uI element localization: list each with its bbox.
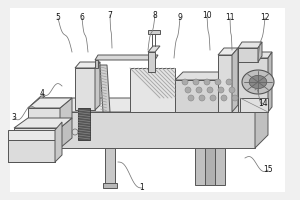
Circle shape [188, 95, 194, 101]
Polygon shape [249, 75, 267, 89]
Polygon shape [60, 98, 72, 128]
Circle shape [232, 95, 238, 101]
Text: 12: 12 [260, 14, 270, 22]
Polygon shape [242, 70, 274, 94]
Circle shape [199, 95, 205, 101]
Polygon shape [75, 62, 100, 68]
Text: 15: 15 [263, 166, 273, 174]
Polygon shape [215, 148, 225, 185]
Polygon shape [148, 52, 155, 72]
Polygon shape [175, 80, 240, 112]
Polygon shape [268, 52, 272, 112]
Text: 4: 4 [40, 88, 44, 98]
Polygon shape [32, 112, 255, 148]
Polygon shape [28, 96, 45, 108]
Text: 1: 1 [140, 184, 144, 192]
Polygon shape [8, 130, 55, 140]
Polygon shape [100, 65, 110, 112]
Polygon shape [32, 98, 268, 112]
Polygon shape [103, 183, 117, 188]
Circle shape [196, 87, 202, 93]
Circle shape [215, 79, 221, 85]
Circle shape [193, 79, 199, 85]
Polygon shape [14, 118, 72, 128]
Text: 7: 7 [108, 10, 112, 20]
Polygon shape [78, 108, 90, 140]
Text: 10: 10 [202, 10, 212, 20]
Polygon shape [75, 68, 95, 110]
Polygon shape [28, 98, 72, 108]
Polygon shape [148, 46, 160, 52]
Polygon shape [195, 148, 205, 185]
Polygon shape [238, 48, 258, 62]
Circle shape [221, 95, 227, 101]
Polygon shape [175, 72, 248, 80]
Polygon shape [258, 42, 262, 62]
Polygon shape [238, 52, 272, 58]
Text: 3: 3 [12, 114, 16, 122]
Polygon shape [218, 55, 232, 112]
Polygon shape [14, 128, 60, 148]
Polygon shape [55, 122, 62, 162]
Text: 9: 9 [178, 14, 182, 22]
Polygon shape [232, 48, 238, 112]
Circle shape [210, 95, 216, 101]
Polygon shape [130, 68, 175, 112]
Circle shape [226, 79, 232, 85]
Circle shape [218, 87, 224, 93]
Polygon shape [95, 55, 158, 60]
Text: 5: 5 [56, 14, 60, 22]
Text: 14: 14 [258, 98, 268, 108]
Polygon shape [255, 98, 268, 148]
Circle shape [185, 87, 191, 93]
Circle shape [207, 87, 213, 93]
Polygon shape [95, 62, 100, 110]
Polygon shape [218, 48, 238, 55]
Polygon shape [60, 118, 72, 148]
Polygon shape [205, 148, 215, 185]
Circle shape [182, 79, 188, 85]
Polygon shape [105, 148, 115, 185]
Polygon shape [8, 140, 55, 162]
Polygon shape [10, 8, 285, 192]
Text: 8: 8 [153, 10, 158, 20]
Text: 11: 11 [225, 14, 235, 22]
Polygon shape [240, 72, 248, 112]
Polygon shape [240, 98, 268, 112]
Polygon shape [238, 58, 268, 112]
Polygon shape [28, 108, 60, 128]
Polygon shape [95, 60, 98, 68]
Text: 6: 6 [80, 14, 84, 22]
Circle shape [204, 79, 210, 85]
Polygon shape [148, 30, 160, 34]
Circle shape [229, 87, 235, 93]
Polygon shape [238, 42, 262, 48]
